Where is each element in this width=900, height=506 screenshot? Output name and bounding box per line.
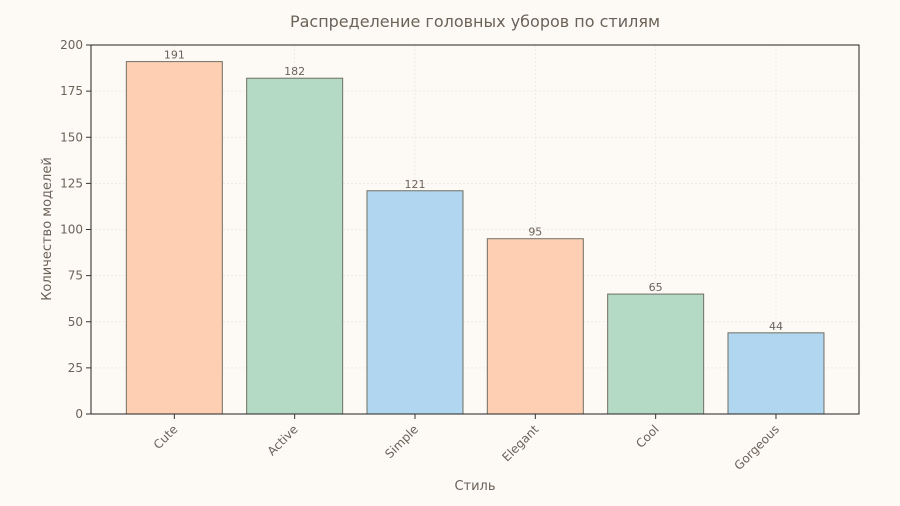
y-axis: 0 25 50 75 100 125 150 175 200	[60, 38, 91, 421]
bar-active	[246, 77, 344, 415]
x-tick-label-cool: Cool	[633, 422, 662, 451]
bar-cute	[125, 61, 223, 415]
x-tick-label-simple: Simple	[382, 422, 421, 461]
y-tick-label: 25	[68, 361, 83, 375]
x-axis-label: Стиль	[454, 479, 495, 494]
y-axis-label: Количество моделей	[40, 157, 55, 301]
data-label-cute: 191	[164, 49, 185, 62]
chart-title: Распределение головных уборов по стилям	[290, 12, 660, 31]
x-tick-label-gorgeous: Gorgeous	[731, 422, 782, 473]
bar-elegant	[486, 238, 584, 415]
x-axis: Cute Active Simple Elegant Cool Gorgeous	[151, 414, 782, 473]
bar-simple	[366, 190, 464, 415]
data-label-cool: 65	[649, 281, 663, 294]
x-tick-label-cute: Cute	[151, 422, 181, 452]
y-tick-label: 100	[60, 223, 83, 237]
bar-cool	[607, 293, 705, 415]
x-tick-label-active: Active	[265, 422, 301, 458]
data-label-active: 182	[284, 65, 305, 78]
x-tick-label-elegant: Elegant	[499, 422, 541, 464]
data-labels-group: 191 182 121 95 65 44	[164, 49, 783, 333]
y-tick-label: 0	[75, 407, 83, 421]
y-tick-label: 150	[60, 130, 83, 144]
y-tick-label: 125	[60, 176, 83, 190]
data-label-simple: 121	[404, 178, 425, 191]
y-tick-label: 50	[68, 315, 83, 329]
bars-group	[125, 61, 825, 415]
y-tick-label: 175	[60, 84, 83, 98]
data-label-gorgeous: 44	[769, 320, 783, 333]
y-tick-label: 75	[68, 269, 83, 283]
y-tick-label: 200	[60, 38, 83, 52]
data-label-elegant: 95	[528, 226, 542, 239]
bar-gorgeous	[727, 332, 825, 415]
